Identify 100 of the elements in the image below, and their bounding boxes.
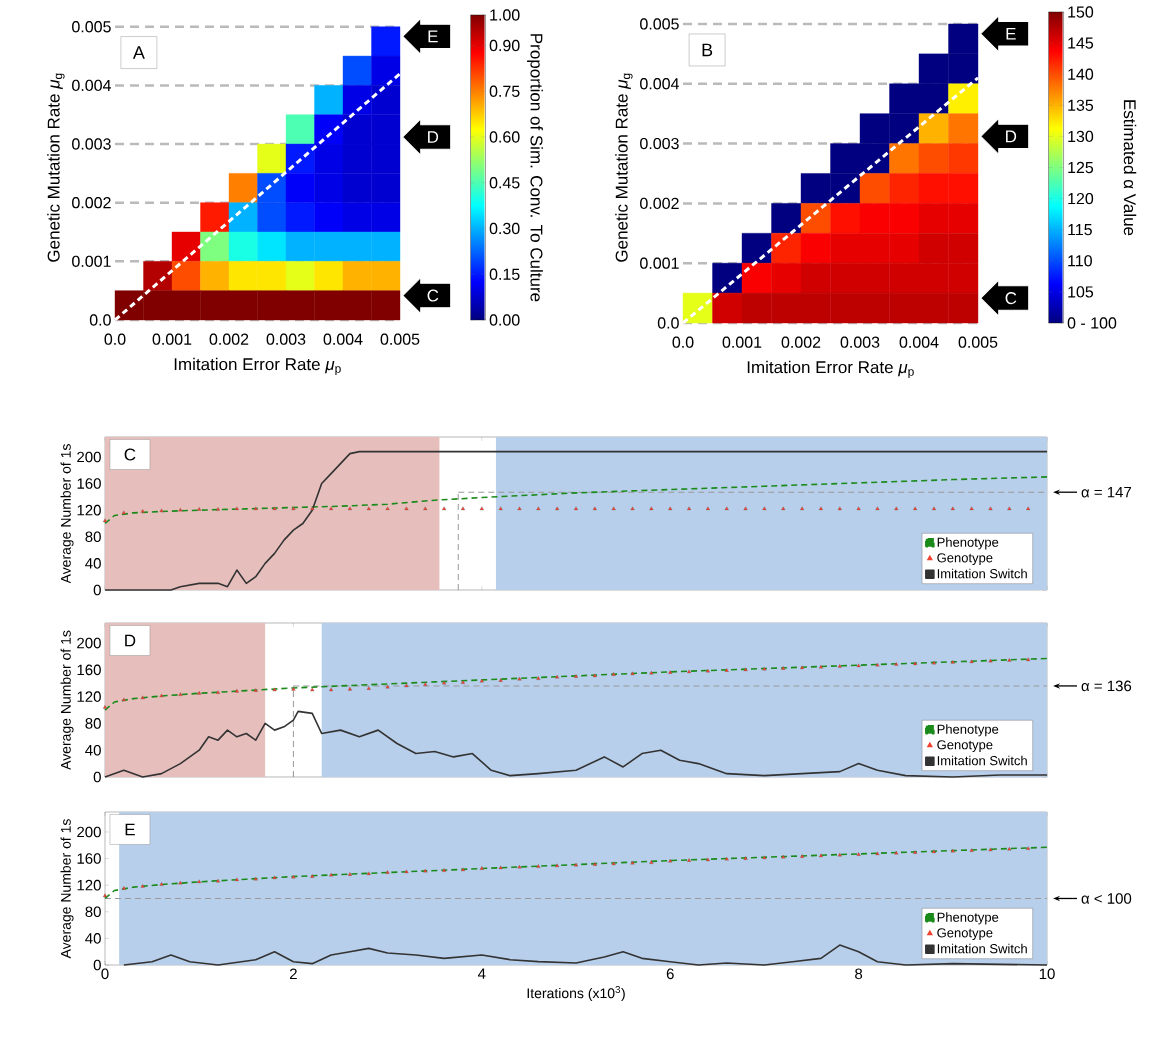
y-tick-label: 80 (85, 531, 101, 543)
point (1026, 846, 1031, 850)
y-tick-label: 200 (77, 826, 101, 838)
point (837, 852, 842, 857)
point (668, 670, 673, 674)
point (404, 506, 409, 511)
point (460, 680, 466, 684)
point (573, 674, 579, 678)
point (536, 506, 541, 511)
color-bar-label: 135 (1068, 99, 1094, 111)
text: D (428, 131, 439, 143)
point (178, 880, 183, 885)
point (573, 862, 579, 867)
point (234, 688, 239, 693)
x-axis-title: Imitation Error Rate μ$_{p}$ (747, 360, 914, 379)
text: C (124, 448, 136, 461)
x-tick-label: 0.002 (209, 333, 249, 345)
point (404, 869, 409, 874)
point (555, 863, 560, 868)
color-bar-label: 1.00 (490, 9, 520, 21)
line-series (104, 710, 1048, 778)
point (875, 506, 880, 511)
x-tick-label: 0.005 (380, 333, 420, 345)
y-tick-label: 0.0 (657, 317, 679, 329)
color-bar-label: 120 (1068, 192, 1094, 205)
point (404, 683, 409, 688)
point (969, 506, 974, 511)
point (687, 669, 692, 674)
color-bar-label: 0.75 (489, 85, 520, 97)
point (950, 848, 955, 853)
legend-label: Phenotype (937, 724, 999, 737)
x-tick-label: 4 (477, 968, 486, 979)
ref-line-label: α = 147 (1081, 486, 1132, 498)
point (743, 667, 748, 672)
legend-label: Imitation Switch (937, 568, 1027, 579)
y-tick-label: 0.001 (640, 257, 679, 269)
point (762, 666, 767, 671)
point (611, 861, 616, 866)
point (178, 692, 183, 696)
point (743, 856, 748, 860)
y-tick-label: 120 (77, 879, 101, 891)
point (197, 507, 202, 511)
text: B (702, 43, 713, 57)
y-axis-title: Average Number of 1s (60, 630, 74, 770)
x-tick-label: 0.003 (266, 333, 306, 345)
point (253, 876, 258, 881)
point (329, 506, 334, 511)
point (555, 506, 560, 511)
point (950, 506, 955, 511)
color-bar-label: 0.90 (489, 39, 520, 52)
point (875, 851, 880, 856)
x-tick-label: 0.005 (958, 336, 998, 348)
color-bar-label: 130 (1068, 130, 1094, 143)
text: D (1006, 130, 1017, 143)
y-tick-label: 40 (85, 558, 101, 569)
point (837, 664, 842, 668)
point (649, 860, 654, 864)
y-tick-label: 120 (77, 691, 101, 702)
point (781, 854, 786, 859)
y-tick-label: 0.002 (72, 197, 111, 209)
ref-line-label: α = 136 (1081, 680, 1132, 692)
point (800, 665, 805, 670)
point (687, 858, 692, 862)
point (818, 506, 823, 511)
color-bar-label: 125 (1068, 161, 1094, 174)
point (517, 864, 522, 869)
y-tick-label: 160 (77, 853, 101, 864)
legend-label: Phenotype (937, 537, 999, 550)
point (687, 506, 692, 511)
point (781, 666, 786, 670)
point (705, 857, 710, 862)
x-tick-label: 6 (666, 968, 674, 980)
point (310, 874, 315, 878)
color-bar-label: 0.00 (489, 314, 520, 326)
y-tick-label: 80 (85, 718, 101, 729)
point (762, 506, 767, 511)
x-tick-label: 10 (1039, 968, 1055, 980)
point (630, 671, 635, 676)
point (272, 875, 277, 880)
text: D (125, 634, 136, 647)
point (140, 884, 145, 888)
legend-label: Imitation Switch (937, 755, 1027, 766)
point (102, 518, 108, 523)
point (479, 866, 484, 870)
point (385, 870, 390, 874)
color-bar-title: Estimated α Value (1123, 100, 1137, 236)
color-bar-label: 0.45 (489, 177, 520, 189)
y-tick-label: 0.0 (89, 314, 111, 326)
point (498, 678, 503, 682)
point (913, 661, 918, 666)
point (253, 688, 258, 692)
point (140, 695, 145, 700)
legend-label: Genotype (937, 928, 993, 940)
color-bar-label: 0.30 (489, 222, 520, 235)
point (1026, 657, 1031, 662)
point (649, 506, 654, 511)
point (460, 506, 466, 511)
point (724, 506, 729, 511)
x-tick-label: 0.003 (840, 336, 880, 348)
y-tick-label: 0.002 (640, 197, 679, 210)
